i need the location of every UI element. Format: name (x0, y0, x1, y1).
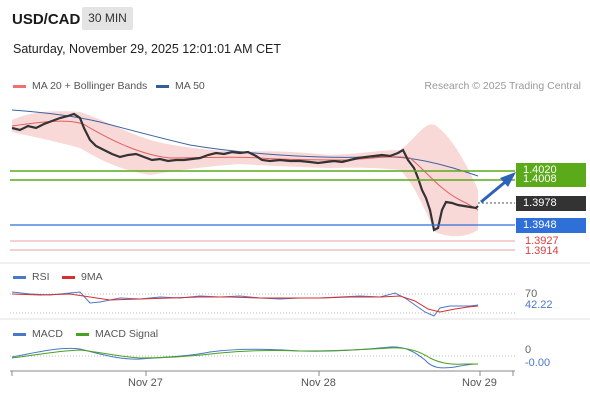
rsi-swatch (13, 275, 26, 279)
x-axis-label: Nov 28 (301, 377, 336, 389)
ma20-line (11, 120, 479, 211)
chart-header: USD/CAD 30 MIN (0, 0, 590, 38)
legend-rsi-9ma: 9MA (62, 271, 103, 283)
last-price-tag: 1.3978 (516, 196, 586, 211)
ma50-label: MA 50 (175, 80, 205, 92)
support-tag-2: 1.3914 (525, 245, 559, 257)
rsi-line (11, 291, 479, 317)
legend-rsi: RSI (13, 271, 50, 283)
rsi-9ma-label: 9MA (81, 271, 103, 283)
price-candles (11, 112, 479, 232)
rsi-value: 42.22 (525, 299, 553, 311)
x-axis-label: Nov 29 (462, 377, 497, 389)
timeframe-button[interactable]: 30 MIN (82, 7, 133, 30)
rsi-9ma-swatch (62, 275, 75, 279)
forecast-arrowhead (500, 172, 516, 187)
symbol-title: USD/CAD (12, 11, 81, 28)
bollinger-band (12, 111, 478, 237)
ma50-line (11, 109, 479, 177)
legend-macd-signal: MACD Signal (76, 328, 158, 340)
pivot-tag: 1.3948 (516, 218, 586, 233)
rsi-9ma-line (11, 293, 479, 313)
macd-value: -0.00 (525, 357, 551, 369)
macd-axis-label: 0 (525, 344, 532, 356)
ma50-swatch (156, 84, 169, 88)
resistance-tag-2: 1.4008 (516, 174, 586, 187)
research-credit: Research © 2025 Trading Central (424, 80, 581, 92)
x-axis-label: Nov 27 (128, 377, 163, 389)
legend-ma50: MA 50 (156, 80, 205, 92)
chart-datetime: Saturday, November 29, 2025 12:01:01 AM … (13, 42, 281, 56)
macd-signal-label: MACD Signal (95, 328, 159, 340)
ma20-swatch (13, 84, 26, 88)
macd-signal-line (11, 347, 479, 365)
rsi-axis-label: 70 (525, 288, 538, 300)
ma20-label: MA 20 + Bollinger Bands (32, 80, 148, 92)
macd-swatch (13, 332, 26, 336)
macd-signal-swatch (76, 332, 89, 336)
legend-ma20: MA 20 + Bollinger Bands (13, 80, 147, 92)
rsi-label: RSI (32, 271, 50, 283)
legend-macd: MACD (13, 328, 63, 340)
macd-label: MACD (32, 328, 63, 340)
support-tag-1: 1.3927 (525, 235, 559, 247)
